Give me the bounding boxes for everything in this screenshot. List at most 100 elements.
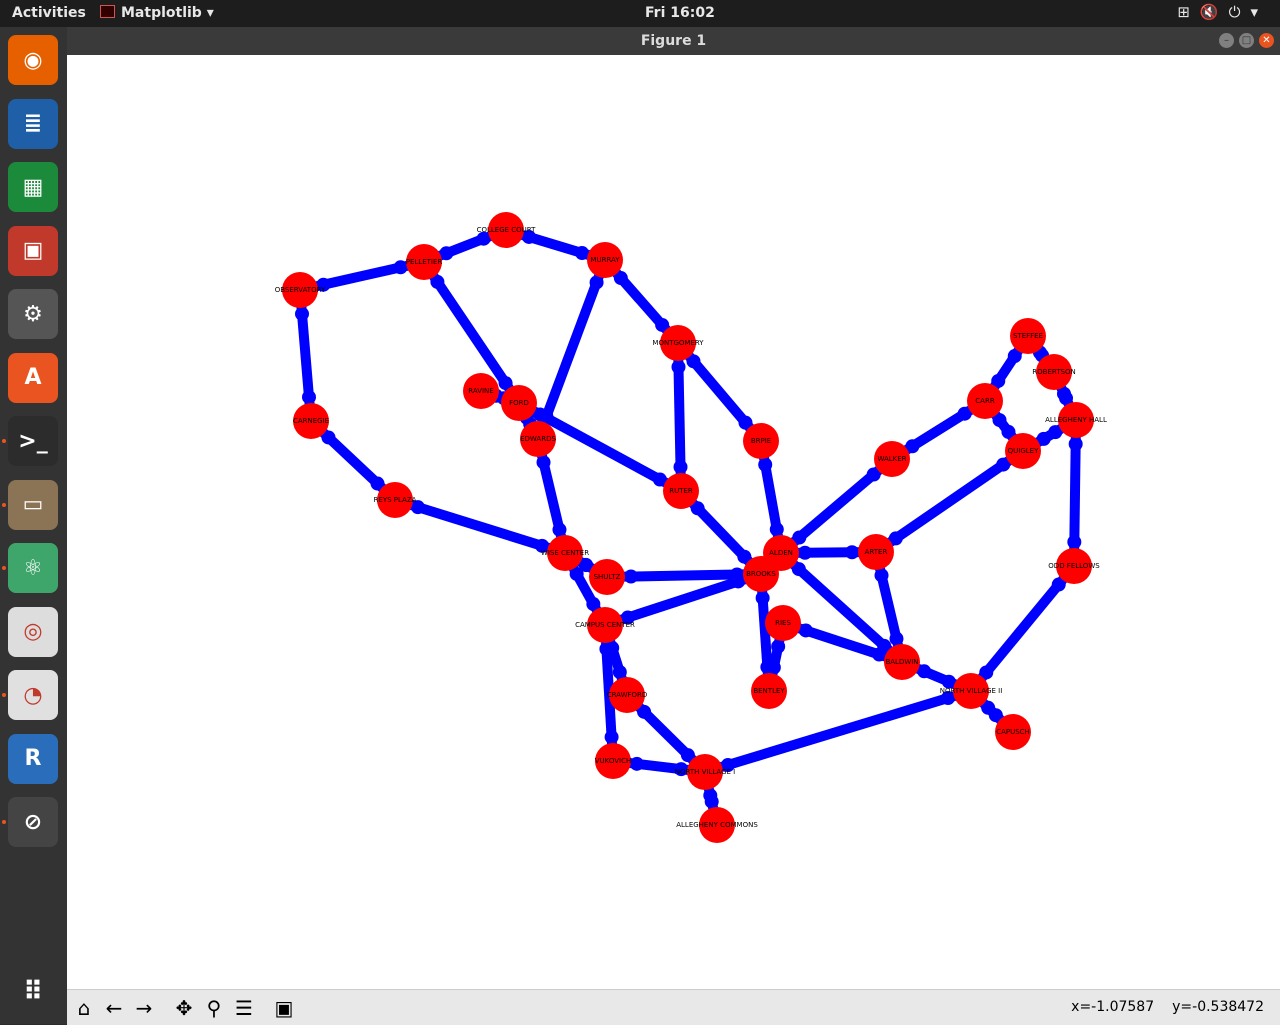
show-apps-icon[interactable]: ⠿	[22, 977, 44, 1007]
edge-arrowhead	[536, 455, 551, 470]
files-icon: ▭	[22, 492, 44, 517]
terminal-icon: >_	[18, 428, 48, 454]
pan-button[interactable]: ✥	[171, 995, 197, 1021]
graph-node	[609, 677, 645, 713]
configure-subplots-button[interactable]: ☰	[231, 995, 257, 1021]
zoom-button[interactable]: ⚲	[201, 995, 227, 1021]
y-coordinate: y=-0.538472	[1172, 999, 1264, 1015]
dock-item-files[interactable]: ▭	[8, 479, 58, 530]
matplotlib-app-icon	[100, 5, 115, 18]
network-icon: ⊞	[1177, 3, 1200, 21]
edge-arrowhead	[981, 700, 996, 715]
dock-item-terminal[interactable]: >_	[8, 416, 58, 466]
minimize-button[interactable]: –	[1219, 33, 1234, 48]
dock-item-settings[interactable]: ⚙	[8, 289, 58, 339]
graph-edge	[703, 686, 973, 777]
edge-arrowhead	[686, 354, 701, 369]
edge-arrowhead	[673, 460, 688, 475]
power-icon: ⏻	[1228, 3, 1251, 21]
r-icon: R	[24, 746, 42, 771]
node-label: RAVINE	[468, 387, 493, 395]
node-label: MONTGOMERY	[652, 339, 704, 347]
activities-button[interactable]: Activities	[12, 5, 86, 21]
graph-node	[293, 403, 329, 439]
edge-arrowhead	[703, 788, 718, 803]
node-label: ROBERTSON	[1032, 368, 1075, 376]
node-label: CAPUSCH	[996, 728, 1030, 736]
node-label: ODD FELLOWS	[1048, 562, 1100, 570]
dock-item-chrome[interactable]: ◎	[8, 606, 58, 657]
top-bar: Activities Matplotlib ▾ Fri 16:02 ⊞🔇⏻▾	[0, 0, 1280, 27]
node-label: WISE CENTER	[541, 549, 589, 557]
edge-arrowhead	[1001, 424, 1016, 439]
dock-item-impress[interactable]: ▣	[8, 225, 58, 276]
system-tray[interactable]: ⊞🔇⏻▾	[1177, 3, 1268, 21]
edge-arrowhead	[476, 231, 491, 246]
graph-node	[765, 605, 801, 641]
node-label: PELLETIER	[406, 258, 443, 266]
edge-arrowhead	[586, 597, 601, 612]
save-button[interactable]: ▣	[271, 995, 297, 1021]
graph-node	[1005, 433, 1041, 469]
clock[interactable]: Fri 16:02	[645, 5, 715, 21]
dock-item-firefox[interactable]: ◉	[8, 35, 58, 85]
app-menu[interactable]: Matplotlib ▾	[100, 5, 214, 21]
close-button[interactable]: ✕	[1259, 33, 1274, 48]
forward-button[interactable]: →	[131, 995, 157, 1021]
graph-node	[874, 441, 910, 477]
edge-arrowhead	[535, 538, 550, 553]
graph-node	[1036, 354, 1072, 390]
node-label: ARTER	[865, 548, 888, 556]
graph-node	[751, 673, 787, 709]
graph-node	[547, 535, 583, 571]
edge-arrowhead	[1051, 577, 1066, 592]
edge-arrowhead	[652, 472, 667, 487]
edge-arrowhead	[905, 439, 920, 454]
network-graph: COLLEGE COURT PELLETIER MURRAY OBSERVATORY M…	[275, 212, 1107, 843]
graph-node	[589, 559, 625, 595]
dock-item-matplotlib[interactable]: ⊘	[8, 797, 58, 847]
dock-item-atom[interactable]: ⚛	[8, 543, 58, 593]
node-label: RUTER	[669, 487, 693, 495]
dock-item-calc[interactable]: ▦	[8, 162, 58, 212]
edge-arrowhead	[521, 229, 536, 244]
edges	[295, 225, 1083, 827]
running-indicator	[2, 439, 6, 443]
edge-arrowhead	[1048, 425, 1063, 440]
dock-item-writer[interactable]: ≣	[8, 98, 58, 149]
edge-arrowhead	[991, 373, 1006, 388]
maximize-button[interactable]: □	[1239, 33, 1254, 48]
edge-arrowhead	[569, 566, 584, 581]
graph-node	[595, 743, 631, 779]
figure-canvas[interactable]: COLLEGE COURT PELLETIER MURRAY OBSERVATORY M…	[67, 55, 1280, 989]
navigation-toolbar: ⌂ ← → ✥ ⚲ ☰ ▣ x=-1.07587 y=-0.538472	[67, 989, 1280, 1025]
home-icon: ⌂	[77, 996, 91, 1020]
node-label: ALDEN	[769, 549, 793, 557]
dock-item-software[interactable]: A	[8, 352, 58, 403]
node-label: CAMPUS CENTER	[575, 621, 635, 629]
edge-arrowhead	[690, 501, 705, 516]
dock-item-rstudio[interactable]: R	[8, 733, 58, 784]
graph-node	[699, 807, 735, 843]
home-button[interactable]: ⌂	[71, 995, 97, 1021]
edge-arrowhead	[578, 557, 593, 572]
edge-arrowhead	[797, 545, 812, 560]
x-coordinate: x=-1.07587	[1071, 999, 1155, 1015]
edge-arrowhead	[771, 639, 786, 654]
graph-node	[406, 244, 442, 280]
atom-icon: ⚛	[23, 555, 43, 581]
window-titlebar[interactable]: Figure 1 – □ ✕	[67, 27, 1280, 55]
edge-arrowhead	[845, 545, 860, 560]
edge-arrowhead	[604, 730, 619, 745]
edge-arrowhead	[552, 522, 567, 537]
edge-arrowhead	[295, 306, 310, 321]
node-label: STEFFEE	[1013, 332, 1043, 340]
node-label: VUKOVICH	[595, 757, 632, 765]
graph-node	[743, 423, 779, 459]
dock-item-evince[interactable]: ◔	[8, 670, 58, 720]
node-label: QUIGLEY	[1008, 447, 1039, 455]
node-label: CRAWFORD	[607, 691, 648, 699]
back-button[interactable]: ←	[101, 995, 127, 1021]
graph-node	[501, 385, 537, 421]
edge-arrowhead	[637, 704, 652, 719]
